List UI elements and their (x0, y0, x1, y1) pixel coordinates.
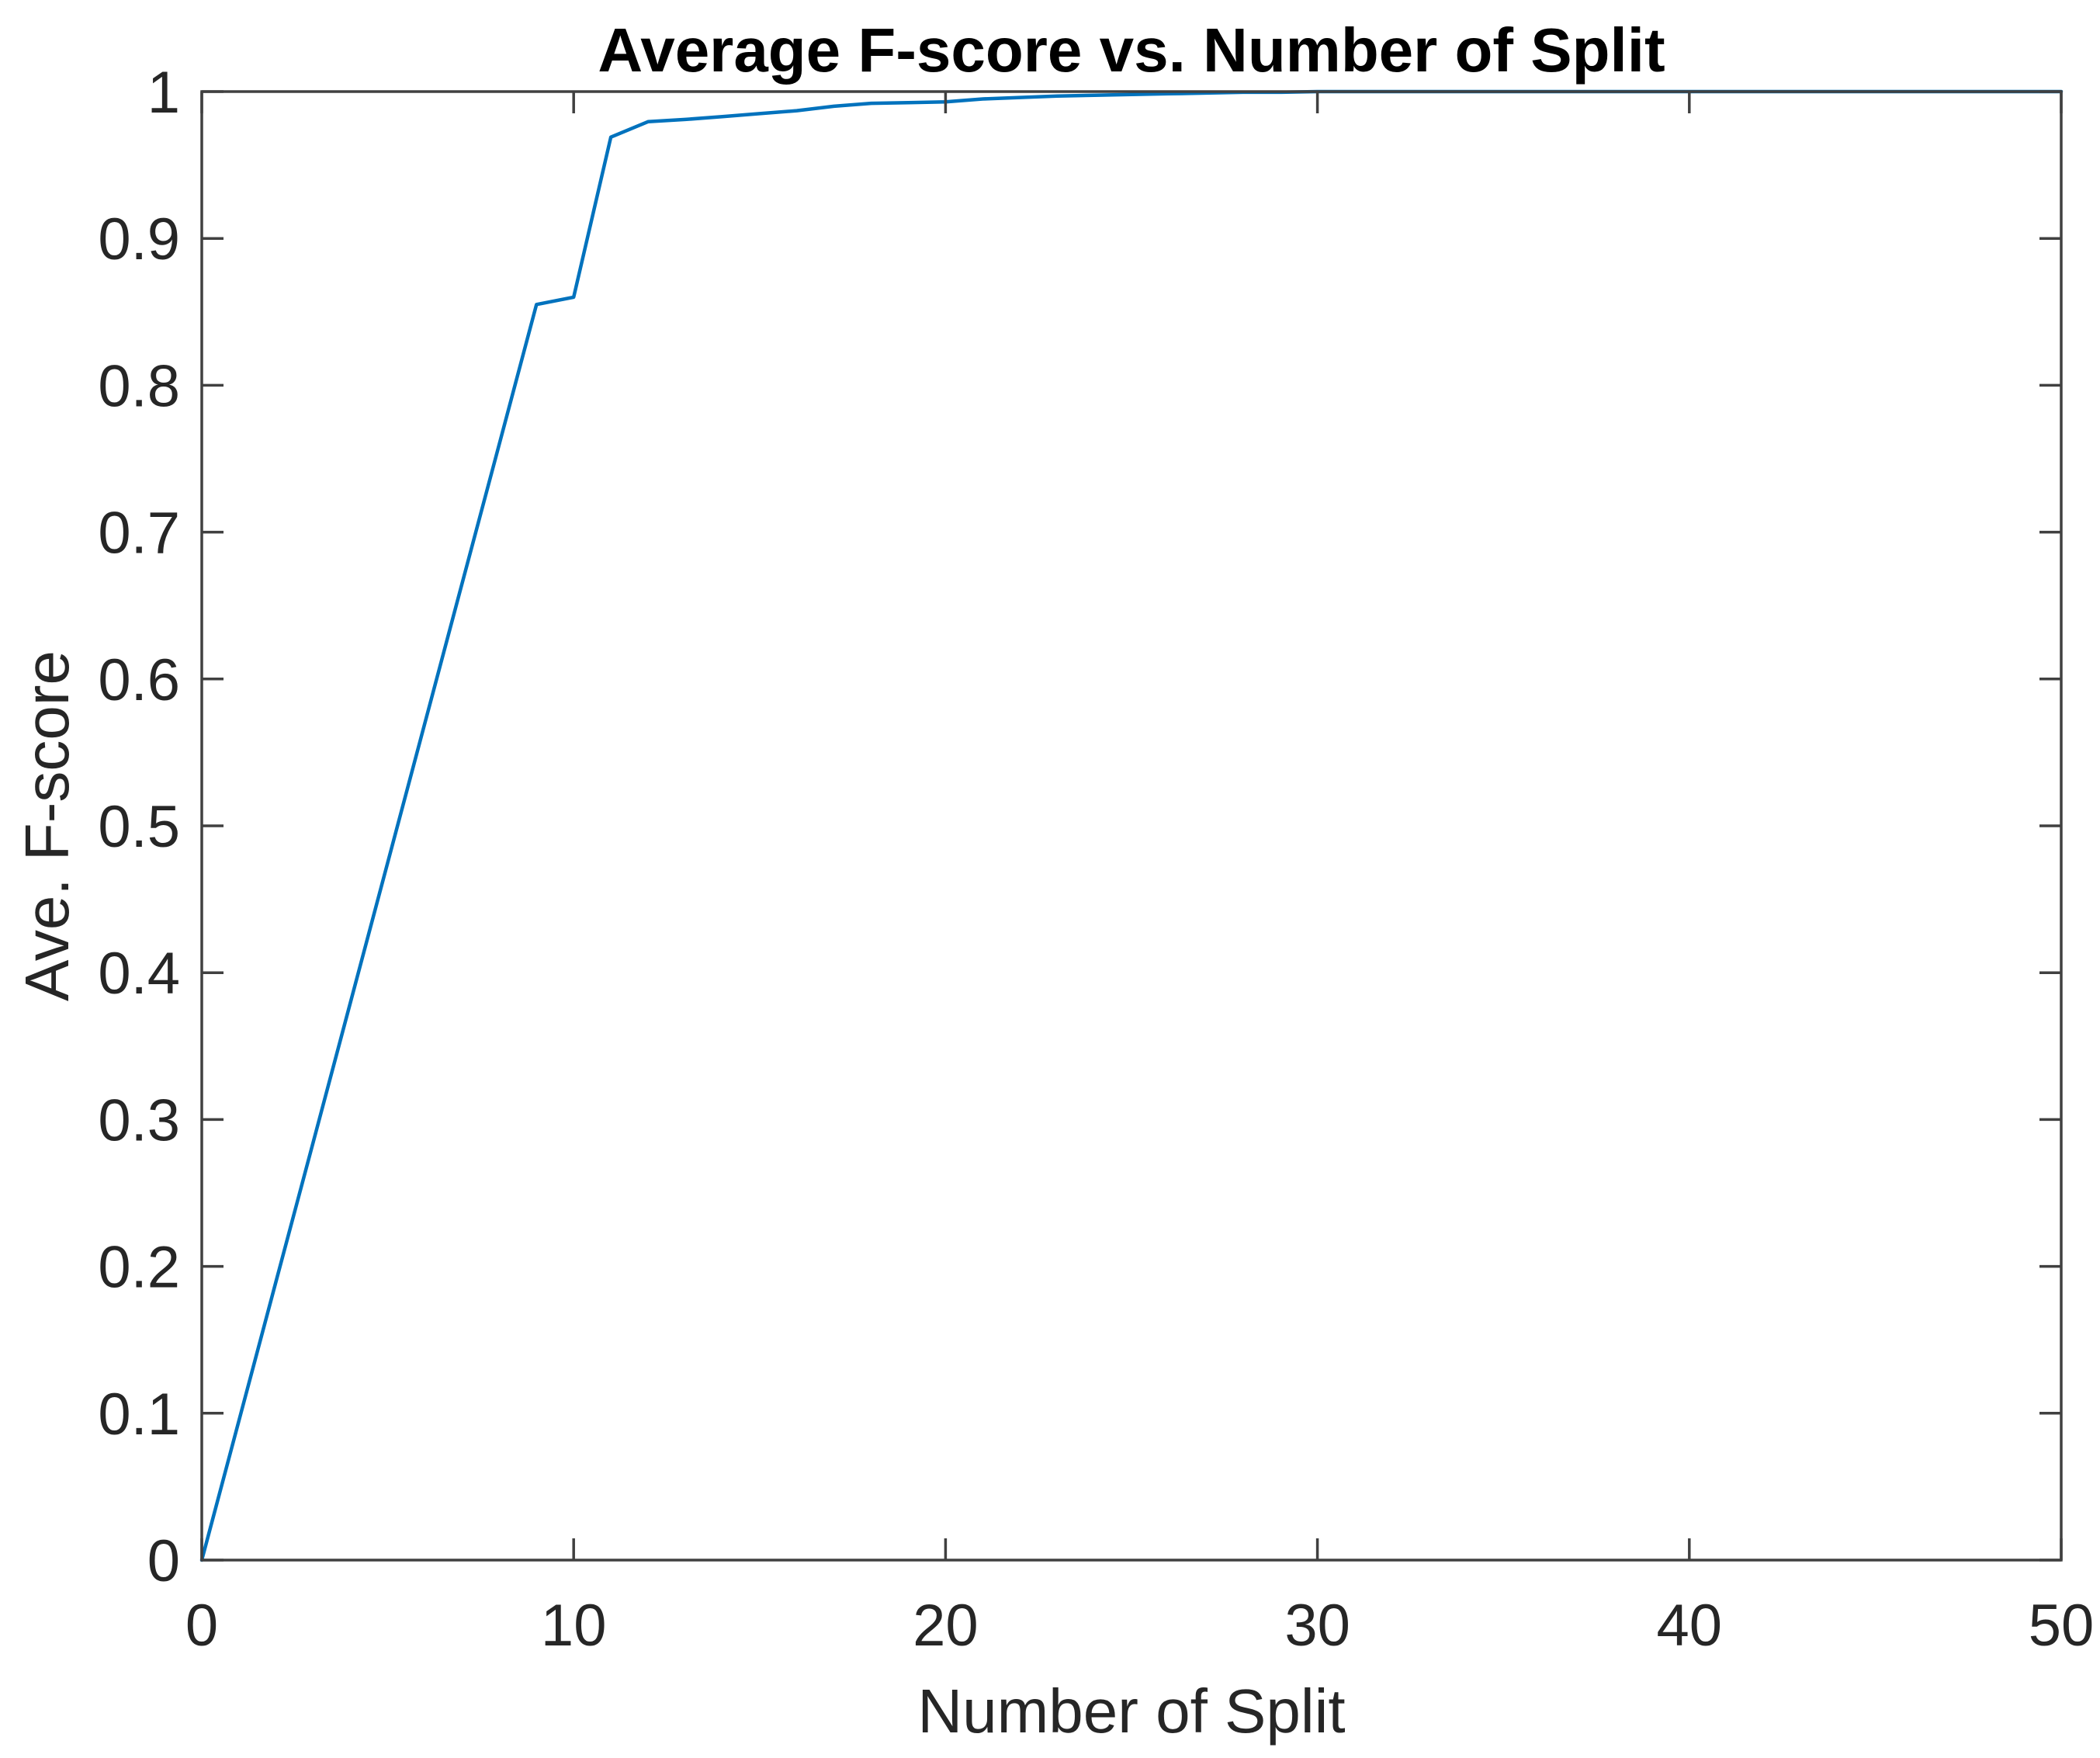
y-tick-label: 0.5 (98, 794, 180, 860)
y-tick-label: 0 (147, 1528, 180, 1594)
y-tick-label: 0.2 (98, 1235, 180, 1301)
y-tick-label: 0.7 (98, 501, 180, 567)
y-tick-label: 1 (147, 60, 180, 126)
x-tick-label: 20 (913, 1593, 979, 1659)
y-tick-label: 0.4 (98, 941, 180, 1007)
x-axis-tick-labels: 0 10 20 30 40 50 (185, 1593, 2094, 1659)
x-tick-label: 10 (541, 1593, 607, 1659)
x-tick-label: 30 (1284, 1593, 1350, 1659)
y-axis-tick-labels: 0 0.1 0.2 0.3 0.4 0.5 0.6 0.7 0.8 0.9 1 (98, 60, 180, 1594)
x-axis-label: Number of Split (917, 1677, 1345, 1746)
x-tick-label: 0 (185, 1593, 218, 1659)
y-tick-label: 0.6 (98, 647, 180, 713)
y-tick-label: 0.9 (98, 206, 180, 272)
axis-ticks (200, 90, 2063, 1562)
x-tick-label: 40 (1657, 1593, 1723, 1659)
y-tick-label: 0.3 (98, 1087, 180, 1153)
y-axis-label: Ave. F-score (12, 650, 81, 1001)
chart-title: Average F-score vs. Number of Split (598, 16, 1665, 85)
y-tick-label: 0.8 (98, 353, 180, 419)
x-tick-label: 50 (2029, 1593, 2095, 1659)
plot-area (202, 92, 2061, 1560)
y-tick-label: 0.1 (98, 1382, 180, 1448)
